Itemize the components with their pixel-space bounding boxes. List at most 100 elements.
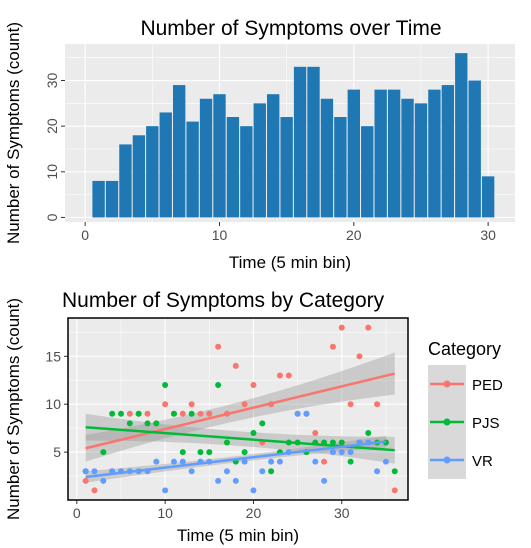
bar [347, 89, 360, 218]
data-point [374, 468, 381, 475]
data-point [391, 468, 398, 475]
legend-key-point [443, 418, 451, 426]
data-point [338, 439, 345, 446]
data-point [347, 449, 354, 456]
data-point [197, 410, 204, 417]
data-point [206, 410, 213, 417]
data-point [241, 458, 248, 465]
data-point [312, 429, 319, 436]
histogram-x-axis-label: Time (5 min bin) [229, 253, 351, 272]
bar [240, 126, 253, 218]
data-point [259, 468, 266, 475]
legend-item: VR [428, 441, 493, 479]
scatter-trend-lines [85, 372, 396, 479]
bar [173, 85, 186, 218]
data-point [241, 401, 248, 408]
bar [119, 144, 132, 218]
bar [199, 98, 213, 218]
y-tick-label: 0 [44, 213, 60, 221]
bar [361, 126, 374, 218]
bar [186, 121, 199, 218]
data-point [374, 401, 381, 408]
data-point [356, 353, 363, 360]
bar [455, 53, 468, 218]
y-tick-label: 30 [44, 73, 60, 89]
y-tick-label: 15 [45, 348, 61, 364]
bar [374, 89, 387, 218]
legend: Category PED PJS VR [428, 339, 503, 479]
data-point [179, 458, 186, 465]
data-point [100, 449, 107, 456]
data-point [329, 439, 336, 446]
data-point [162, 382, 169, 389]
data-point [232, 362, 239, 369]
x-tick-label: 30 [334, 505, 350, 521]
data-point [91, 468, 98, 475]
data-point [215, 477, 222, 484]
data-point [303, 410, 310, 417]
histogram-chart: Number of Symptoms over Time 0 10 20 30 0 10 2… [4, 17, 515, 272]
bar [320, 98, 334, 218]
legend-label: PED [472, 377, 503, 394]
legend-key-point [443, 380, 451, 388]
y-tick-label: 10 [45, 396, 61, 412]
bar [428, 89, 441, 218]
scatter-points [82, 324, 398, 494]
data-point [188, 410, 195, 417]
data-point [250, 487, 257, 494]
bar [414, 103, 428, 218]
x-tick-label: 30 [480, 227, 496, 243]
data-point [215, 382, 222, 389]
data-point [100, 477, 107, 484]
bar [441, 85, 455, 218]
bar [401, 98, 414, 218]
data-point [188, 468, 195, 475]
data-point [206, 449, 213, 456]
scatter-panel [68, 318, 408, 500]
trend-line [85, 440, 387, 479]
data-point [135, 410, 142, 417]
data-point [338, 324, 345, 331]
bar [213, 94, 226, 218]
legend-keys: PED PJS VR [428, 365, 503, 479]
data-point [321, 458, 328, 465]
data-point [321, 477, 328, 484]
data-point [285, 372, 292, 379]
data-point [250, 382, 257, 389]
data-point [162, 487, 169, 494]
scatter-chart: Number of Symptoms by Category 0 10 20 30 5 1… [4, 289, 409, 545]
data-point [232, 477, 239, 484]
data-point [223, 439, 230, 446]
data-point [347, 458, 354, 465]
histogram-y-axis-label: Number of Symptoms (count) [4, 22, 23, 244]
data-point [268, 458, 275, 465]
data-point [382, 458, 389, 465]
data-point [126, 410, 133, 417]
data-point [365, 324, 372, 331]
scatter-x-axis-label: Time (5 min bin) [177, 526, 299, 545]
data-point [241, 449, 248, 456]
histogram-title: Number of Symptoms over Time [140, 17, 441, 40]
x-tick-label: 10 [212, 227, 228, 243]
scatter-title: Number of Symptoms by Category [62, 289, 385, 312]
data-point [276, 458, 283, 465]
scatter-ticks: 0 10 20 30 5 10 15 [45, 348, 349, 521]
data-point [347, 401, 354, 408]
data-point [365, 429, 372, 436]
x-tick-label: 10 [157, 505, 173, 521]
data-point [276, 372, 283, 379]
y-tick-label: 5 [53, 444, 61, 460]
bar [159, 112, 172, 218]
histogram-bars [92, 53, 495, 218]
bar [387, 89, 401, 218]
data-point [197, 449, 204, 456]
bar [280, 117, 293, 218]
legend-label: PJS [472, 415, 500, 432]
data-point [170, 458, 177, 465]
bar [146, 126, 159, 218]
x-tick-label: 0 [81, 227, 89, 243]
bar [468, 80, 481, 218]
data-point [91, 487, 98, 494]
data-point [338, 449, 345, 456]
data-point [391, 487, 398, 494]
